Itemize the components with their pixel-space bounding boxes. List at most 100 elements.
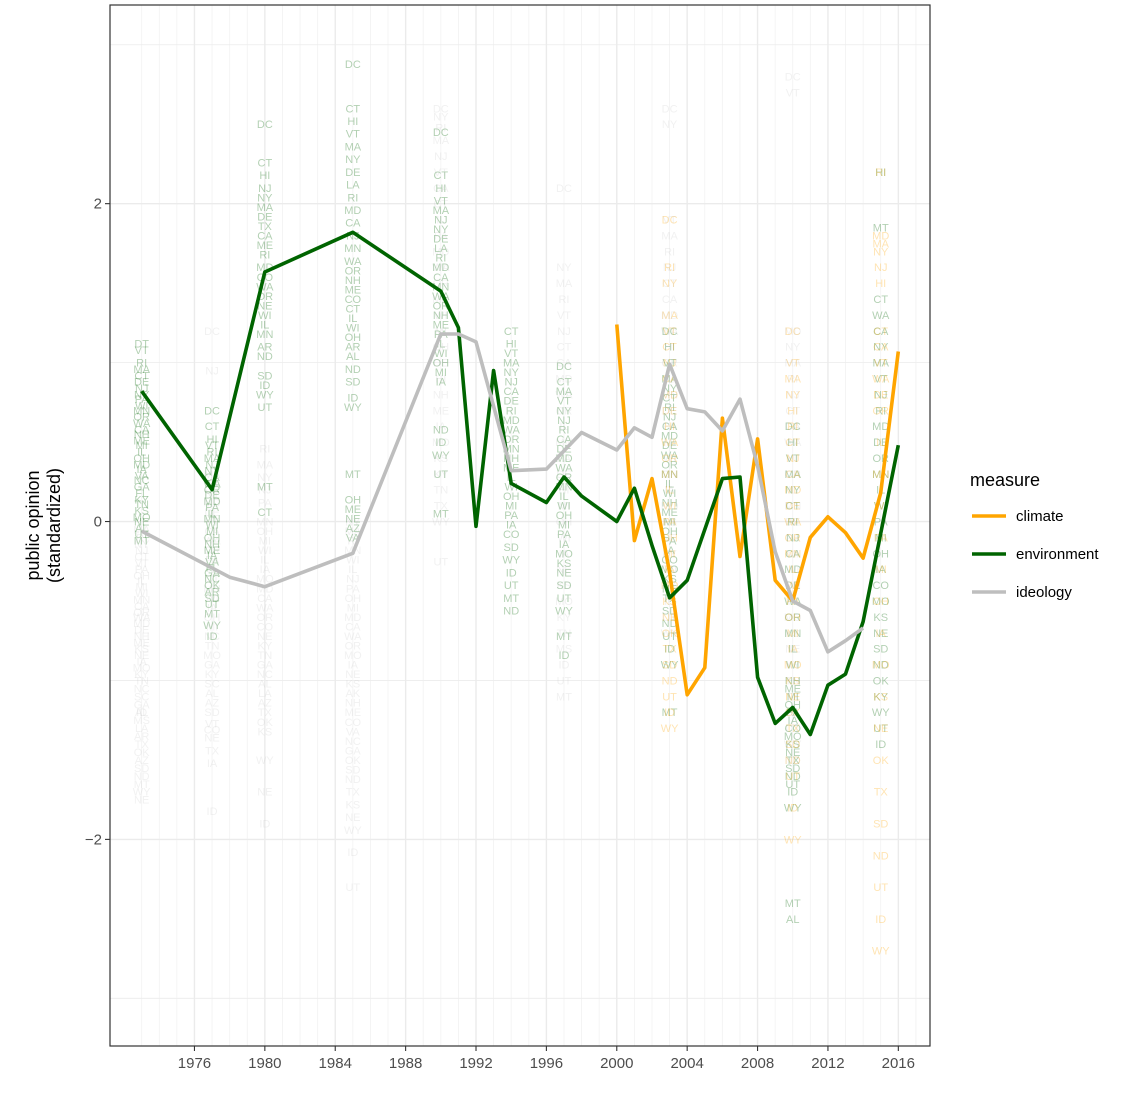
state-label: WI bbox=[258, 310, 271, 322]
state-label: RI bbox=[875, 167, 886, 179]
state-label: ID bbox=[787, 787, 798, 799]
state-label: NY bbox=[433, 111, 449, 123]
state-label: WA bbox=[555, 462, 573, 474]
state-label: SD bbox=[873, 644, 888, 656]
state-label: KS bbox=[433, 453, 448, 465]
state-label: MI bbox=[787, 548, 799, 560]
state-label: CT bbox=[662, 393, 677, 405]
state-label: KY bbox=[557, 612, 572, 624]
state-label: NE bbox=[134, 795, 149, 807]
state-label: SD bbox=[257, 370, 272, 382]
state-label: WI bbox=[874, 501, 887, 513]
state-label: UT bbox=[873, 882, 888, 894]
state-label: DE bbox=[204, 490, 219, 502]
state-label: KS bbox=[134, 505, 149, 517]
state-label: OK bbox=[662, 628, 679, 640]
state-label: MI bbox=[558, 520, 570, 532]
state-label: MD bbox=[661, 389, 678, 401]
state-label: TX bbox=[258, 707, 273, 719]
state-label: ND bbox=[662, 675, 678, 687]
state-label: SD bbox=[204, 593, 219, 605]
state-label: SD bbox=[785, 739, 800, 751]
state-label: OK bbox=[257, 717, 274, 729]
state-label: OH bbox=[345, 332, 362, 344]
state-label: HI bbox=[207, 434, 218, 446]
state-label: NY bbox=[504, 367, 520, 379]
state-label: HI bbox=[664, 421, 675, 433]
state-label: IA bbox=[207, 550, 218, 562]
state-label: MD bbox=[784, 326, 801, 338]
state-label: MN bbox=[133, 594, 150, 606]
state-label: IA bbox=[136, 464, 147, 476]
state-label: VA bbox=[135, 470, 150, 482]
state-label: KS bbox=[345, 799, 360, 811]
state-label: ID bbox=[136, 707, 147, 719]
state-label: NE bbox=[134, 517, 149, 529]
state-label: CT bbox=[504, 326, 519, 338]
state-label: NJ bbox=[557, 415, 570, 427]
state-label: VT bbox=[434, 195, 448, 207]
state-label: VT bbox=[135, 558, 149, 570]
state-label: DE bbox=[504, 396, 519, 408]
state-label: HI bbox=[347, 116, 358, 128]
state-label: AL bbox=[205, 688, 218, 700]
x-tick-label: 2008 bbox=[741, 1055, 774, 1072]
state-label: IL bbox=[260, 319, 269, 331]
state-label: IL bbox=[260, 555, 269, 567]
state-label: MI bbox=[663, 517, 675, 529]
state-label: IA bbox=[348, 660, 359, 672]
state-label: WY bbox=[256, 389, 274, 401]
state-label: OK bbox=[345, 755, 362, 767]
state-label: NC bbox=[204, 574, 220, 586]
state-label: MN bbox=[784, 628, 801, 640]
state-label: WI bbox=[258, 545, 271, 557]
state-label: NH bbox=[134, 429, 150, 441]
state-label: MT bbox=[556, 691, 572, 703]
state-label: CA bbox=[504, 386, 520, 398]
state-label: ID bbox=[875, 914, 886, 926]
state-label: NE bbox=[785, 644, 800, 656]
state-label: UT bbox=[433, 556, 448, 568]
state-label: DC bbox=[662, 215, 678, 227]
state-label: CA bbox=[257, 230, 273, 242]
state-label: SD bbox=[345, 377, 360, 389]
state-label: DE bbox=[204, 507, 219, 519]
state-label: PA bbox=[205, 555, 220, 567]
state-label: WY bbox=[555, 606, 573, 618]
state-label: TN bbox=[134, 499, 149, 511]
state-label: NH bbox=[345, 275, 361, 287]
state-label: MI bbox=[663, 437, 675, 449]
state-label: RI bbox=[136, 532, 147, 544]
state-label: WY bbox=[432, 450, 450, 462]
state-label: WA bbox=[133, 418, 151, 430]
state-label: ME bbox=[133, 637, 150, 649]
state-label: ME bbox=[661, 507, 678, 519]
state-label: IA bbox=[876, 628, 887, 640]
state-label: MT bbox=[662, 707, 678, 719]
state-label: MA bbox=[257, 459, 274, 471]
state-label: IL bbox=[348, 313, 357, 325]
state-label: OH bbox=[204, 612, 221, 624]
state-label: NY bbox=[345, 154, 361, 166]
state-label: ME bbox=[433, 319, 450, 331]
state-label: MI bbox=[206, 621, 218, 633]
state-label: WY bbox=[784, 803, 802, 815]
state-label: OR bbox=[784, 469, 801, 481]
state-label: OR bbox=[661, 459, 678, 471]
state-label: VT bbox=[205, 517, 219, 529]
state-label: DE bbox=[873, 389, 888, 401]
state-label: KS bbox=[785, 739, 800, 751]
state-label: CA bbox=[662, 294, 678, 306]
state-label: CT bbox=[785, 437, 800, 449]
state-label: UT bbox=[205, 599, 220, 611]
state-label: IA bbox=[876, 564, 887, 576]
state-label: OK bbox=[873, 755, 890, 767]
state-label: MD bbox=[204, 497, 221, 509]
state-label: OH bbox=[784, 699, 801, 711]
state-label: WY bbox=[203, 620, 221, 632]
state-label: MA bbox=[433, 205, 450, 217]
state-label: ME bbox=[133, 435, 150, 447]
legend: measure climate environment ideology bbox=[970, 470, 1099, 601]
state-label: KS bbox=[345, 679, 360, 691]
x-axis: 1976 1980 1984 1988 1992 1996 2000 2004 2008 2012… bbox=[178, 1046, 915, 1072]
